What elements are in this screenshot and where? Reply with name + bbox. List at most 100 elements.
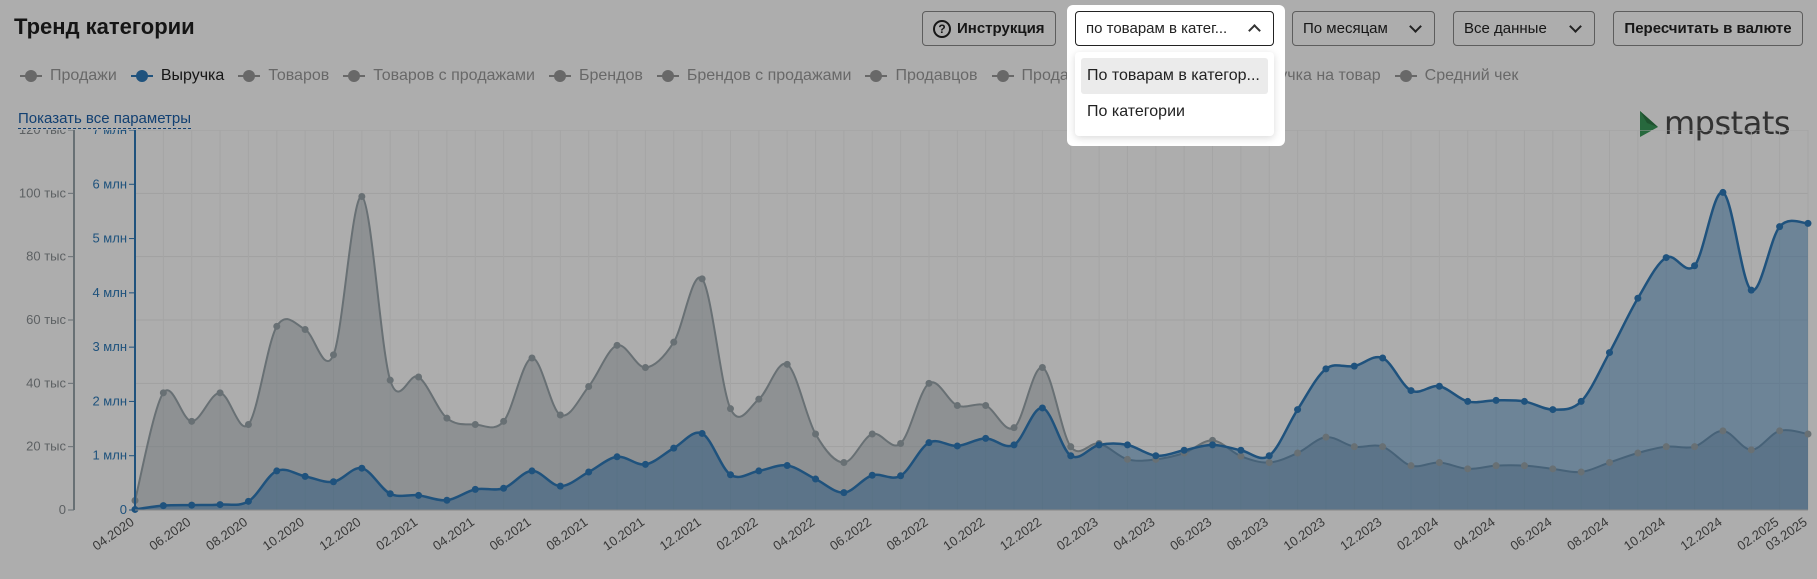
legend-marker-icon bbox=[1394, 70, 1417, 82]
x-axis-tick-label: 02.2023 bbox=[1054, 514, 1101, 553]
revenue-point bbox=[273, 467, 281, 475]
chart-legend: Продажи Выручка Товаров Товаров с продажами… bbox=[20, 67, 1532, 85]
x-axis-tick-label: 06.2022 bbox=[827, 514, 874, 553]
revenue-point bbox=[755, 467, 763, 475]
sales-point bbox=[273, 322, 281, 330]
legend-item[interactable]: Продавцов bbox=[865, 67, 978, 85]
x-axis-tick-label: 12.2023 bbox=[1337, 514, 1384, 553]
sales-point bbox=[443, 414, 451, 422]
legend-label: Продавцов bbox=[895, 67, 978, 84]
x-axis-tick-label: 06.2024 bbox=[1507, 514, 1554, 553]
legend-item[interactable]: Товаров bbox=[238, 67, 329, 85]
recalc-currency-label: Пересчитать в валюте bbox=[1624, 20, 1792, 37]
left-axis-tick-label: 120 тыс bbox=[19, 130, 67, 137]
sales-point bbox=[1379, 443, 1387, 451]
revenue-point bbox=[528, 467, 536, 475]
legend-item[interactable]: Товаров с продажами bbox=[343, 67, 535, 85]
sales-point bbox=[670, 338, 678, 346]
legend-item[interactable]: Брендов с продажами bbox=[656, 67, 851, 85]
revenue-point bbox=[897, 472, 905, 480]
revenue-point bbox=[1747, 286, 1755, 294]
x-axis-tick-label: 12.2021 bbox=[657, 514, 704, 553]
revenue-point bbox=[1180, 446, 1188, 454]
sales-point bbox=[1549, 465, 1557, 473]
left-axis-tick-label: 20 тыс bbox=[26, 439, 66, 454]
revenue-point bbox=[1067, 452, 1075, 460]
chevron-up-icon bbox=[1248, 24, 1261, 37]
legend-marker-icon bbox=[991, 70, 1014, 82]
sales-point bbox=[783, 360, 791, 368]
sales-point bbox=[1407, 462, 1415, 470]
show-all-params-link[interactable]: Показать все параметры bbox=[18, 110, 192, 129]
revenue-point bbox=[244, 497, 252, 505]
x-axis-tick-label: 02.2022 bbox=[713, 514, 760, 553]
revenue-point bbox=[1804, 219, 1812, 227]
sales-point bbox=[1322, 433, 1330, 441]
sales-point bbox=[415, 373, 423, 381]
revenue-point bbox=[1520, 397, 1528, 405]
x-axis-tick-label: 04.2023 bbox=[1110, 514, 1157, 553]
sales-point bbox=[1350, 443, 1358, 451]
sales-point bbox=[1747, 446, 1755, 454]
revenue-point bbox=[1350, 362, 1358, 370]
mode-dropdown-menu: По товарам в категор... По категории bbox=[1075, 52, 1274, 136]
dropdown-option[interactable]: По товарам в категор... bbox=[1081, 58, 1268, 94]
legend-item[interactable]: Выручка bbox=[130, 67, 224, 85]
sales-point bbox=[726, 405, 734, 413]
x-axis-tick-label: 08.2024 bbox=[1564, 514, 1611, 553]
revenue-point bbox=[1662, 254, 1670, 262]
revenue-point bbox=[301, 472, 309, 480]
legend-item[interactable]: Средний чек bbox=[1394, 67, 1518, 85]
recalc-currency-button[interactable]: Пересчитать в валюте bbox=[1613, 11, 1803, 46]
range-select-value: Все данные bbox=[1464, 20, 1547, 37]
x-axis-tick-label: 12.2022 bbox=[997, 514, 1044, 553]
period-select[interactable]: По месяцам bbox=[1292, 11, 1435, 46]
sales-point bbox=[897, 440, 905, 447]
revenue-point bbox=[783, 461, 791, 469]
revenue-point bbox=[1010, 441, 1018, 449]
logo-text: mpstats bbox=[1664, 104, 1791, 142]
sales-point bbox=[755, 395, 763, 403]
left-axis-tick-label: 40 тыс bbox=[26, 375, 66, 390]
revenue-point bbox=[1435, 382, 1443, 390]
x-axis-tick-label: 10.2024 bbox=[1621, 514, 1668, 553]
legend-item[interactable]: Продажи bbox=[20, 67, 117, 85]
legend-marker-icon bbox=[656, 70, 679, 82]
dropdown-option[interactable]: По категории bbox=[1087, 103, 1185, 120]
mode-select[interactable]: по товарам в катег... bbox=[1075, 11, 1274, 46]
sales-point bbox=[1038, 364, 1046, 371]
page-title: Тренд категории bbox=[14, 14, 195, 39]
revenue-point bbox=[443, 496, 451, 504]
sales-point bbox=[358, 193, 366, 200]
left-axis-tick-label: 60 тыс bbox=[26, 312, 66, 327]
sales-point bbox=[1776, 427, 1784, 435]
sales-point bbox=[1606, 459, 1614, 466]
legend-marker-icon bbox=[20, 70, 42, 82]
sales-point bbox=[556, 411, 564, 419]
left-axis-tick-label: 80 тыс bbox=[26, 249, 66, 264]
revenue-point bbox=[585, 468, 593, 476]
sales-point bbox=[1691, 443, 1699, 451]
x-axis-tick-label: 08.2021 bbox=[543, 514, 590, 553]
revenue-axis-tick-label: 1 млн bbox=[92, 448, 127, 463]
revenue-point bbox=[471, 485, 479, 493]
left-axis-tick-label: 0 bbox=[59, 502, 66, 517]
x-axis-tick-label: 10.2020 bbox=[260, 514, 307, 553]
sales-point bbox=[1010, 424, 1018, 432]
revenue-axis-tick-label: 3 млн bbox=[92, 339, 127, 354]
revenue-point bbox=[726, 471, 734, 479]
left-axis-tick-label: 100 тыс bbox=[19, 185, 67, 200]
legend-label: Товаров с продажами bbox=[373, 67, 535, 84]
revenue-point bbox=[159, 502, 167, 510]
legend-label: Товаров bbox=[268, 67, 330, 84]
legend-label: Брендов bbox=[578, 67, 643, 84]
sales-point bbox=[188, 417, 196, 425]
x-axis-tick-label: 08.2020 bbox=[203, 514, 250, 553]
legend-item[interactable]: Брендов bbox=[548, 67, 643, 85]
revenue-point bbox=[613, 453, 621, 461]
revenue-point bbox=[1691, 262, 1699, 270]
range-select[interactable]: Все данные bbox=[1453, 11, 1595, 46]
mpstats-logo: mpstats bbox=[1638, 104, 1791, 142]
instruction-button[interactable]: ? Инструкция bbox=[922, 11, 1056, 46]
sales-point bbox=[1662, 443, 1670, 451]
